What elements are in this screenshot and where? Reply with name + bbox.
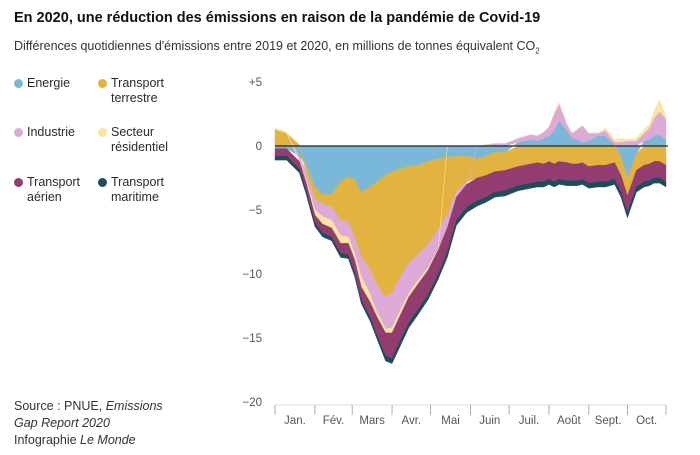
- y-tick-label: 0: [256, 141, 262, 153]
- chart-subtitle: Différences quotidiennes d'émissions ent…: [14, 39, 540, 56]
- legend-label: Industrie: [27, 125, 75, 139]
- source-note: Source : PNUE, Emissions Gap Report 2020…: [14, 399, 163, 447]
- x-tick-label: Avr.: [402, 415, 422, 427]
- subtitle-text: Différences quotidiennes d'émissions ent…: [14, 39, 536, 53]
- x-tick-label: Mai: [441, 415, 460, 427]
- legend-dot-icon: [14, 79, 23, 88]
- x-tick-label: Fév.: [323, 415, 345, 427]
- legend-label: Transport terrestre: [111, 76, 165, 105]
- x-tick-label: Oct.: [636, 415, 657, 427]
- x-tick-label: Août: [557, 415, 581, 427]
- x-tick-label: Mars: [359, 415, 385, 427]
- area-transport-maritime: [274, 156, 667, 364]
- y-tick-label: +5: [249, 77, 262, 89]
- y-tick-label: −15: [242, 333, 262, 345]
- legend-dot-icon: [98, 128, 107, 137]
- y-tick-label: −5: [249, 205, 262, 217]
- legend-label: Transport aérien: [27, 175, 81, 204]
- legend-dot-icon: [14, 178, 23, 187]
- area-industrie: [274, 103, 667, 330]
- legend-dot-icon: [14, 128, 23, 137]
- chart-title: En 2020, une réduction des émissions en …: [14, 10, 541, 26]
- y-tick-label: −20: [242, 397, 262, 409]
- legend-dot-icon: [98, 178, 107, 187]
- legend-dot-icon: [98, 79, 107, 88]
- x-tick-label: Juil.: [519, 415, 539, 427]
- legend-label: Transport maritime: [111, 175, 165, 204]
- y-tick-label: −10: [242, 269, 262, 281]
- x-tick-label: Sept.: [595, 415, 622, 427]
- legend-label: Secteur résidentiel: [111, 125, 168, 154]
- subtitle-subscript: 2: [535, 46, 540, 56]
- legend-label: Energie: [27, 76, 71, 90]
- x-tick-label: Juin: [479, 415, 500, 427]
- x-tick-label: Jan.: [284, 415, 306, 427]
